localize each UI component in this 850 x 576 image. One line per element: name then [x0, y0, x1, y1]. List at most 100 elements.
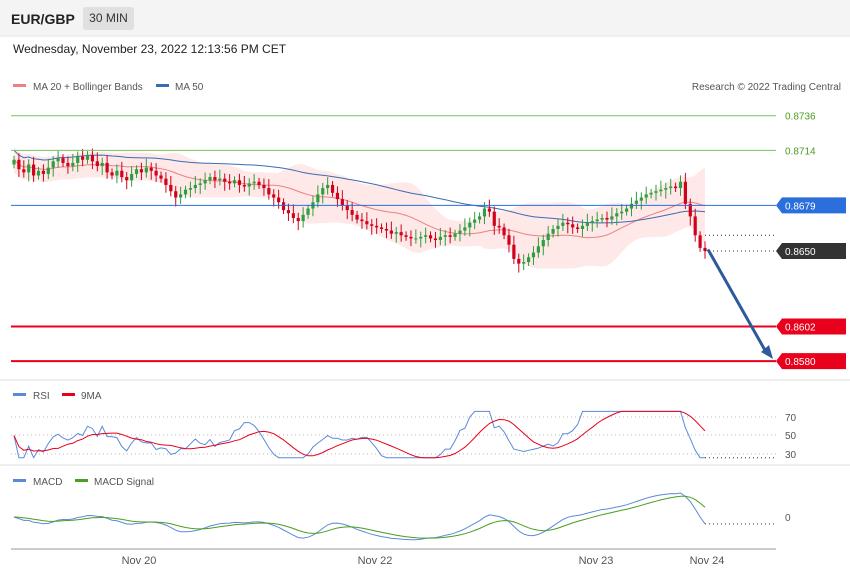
- candle: [370, 224, 374, 226]
- x-tick-nov20: Nov 20: [122, 555, 157, 567]
- candle: [379, 227, 384, 229]
- level-label: 0.8580: [785, 357, 816, 368]
- legend-rsi-swatch: [13, 393, 26, 396]
- bollinger-band: [14, 147, 705, 269]
- candle: [76, 156, 80, 163]
- candle: [174, 191, 178, 198]
- candle: [301, 214, 305, 222]
- projection-arrow-head: [761, 344, 773, 359]
- candle: [595, 219, 599, 222]
- candle: [61, 158, 65, 163]
- candle: [272, 194, 276, 198]
- candle: [517, 258, 521, 264]
- candle: [252, 181, 256, 184]
- level-label: 0.8714: [785, 146, 816, 157]
- candle: [213, 177, 217, 181]
- candle: [448, 235, 452, 237]
- candle: [115, 170, 119, 176]
- candle: [453, 233, 457, 237]
- candle: [12, 159, 16, 165]
- level-label: 0.8602: [785, 323, 816, 334]
- candle: [27, 164, 31, 173]
- rsi-tick-70: 70: [785, 413, 797, 424]
- candle: [17, 159, 21, 170]
- candle: [703, 247, 707, 252]
- candle: [71, 162, 75, 167]
- candle: [95, 161, 99, 167]
- candle: [654, 191, 658, 193]
- candle: [179, 194, 183, 198]
- candle: [585, 222, 589, 226]
- candle: [330, 184, 335, 193]
- candle: [659, 189, 663, 192]
- candle: [335, 192, 340, 200]
- legend-signal-label: MACD Signal: [94, 477, 154, 488]
- candle: [629, 203, 634, 209]
- symbol-label: EUR/GBP: [11, 11, 75, 27]
- candle: [345, 205, 349, 211]
- level-tag: [776, 353, 846, 370]
- ma20-line: [13, 159, 706, 239]
- candle: [360, 219, 364, 222]
- candle: [81, 156, 85, 160]
- candle: [575, 227, 580, 229]
- candle: [428, 235, 433, 239]
- x-tick-nov24: Nov 24: [690, 555, 725, 567]
- candle: [620, 211, 624, 214]
- candle: [232, 180, 237, 184]
- candle: [281, 202, 286, 211]
- candle: [477, 216, 482, 220]
- candle: [22, 169, 26, 173]
- candle: [561, 222, 565, 226]
- candle: [144, 167, 148, 173]
- legend-ma20-swatch: [13, 84, 26, 87]
- candle: [551, 228, 555, 234]
- candle: [688, 203, 692, 217]
- timeframe-button[interactable]: 30 MIN: [83, 7, 134, 30]
- level-label: 0.8679: [785, 201, 816, 212]
- candle: [154, 170, 158, 176]
- candle: [365, 221, 369, 225]
- candle: [492, 211, 496, 226]
- candle: [164, 178, 168, 185]
- candle: [51, 161, 55, 168]
- candle: [169, 184, 173, 192]
- x-tick-nov22: Nov 22: [358, 555, 393, 567]
- candle: [134, 169, 139, 174]
- candle: [624, 208, 629, 212]
- candle: [183, 189, 188, 195]
- ma50-line: [13, 149, 706, 224]
- rsi-tick-30: 30: [785, 450, 797, 461]
- candle: [340, 199, 344, 206]
- candle: [497, 225, 501, 228]
- candle: [218, 178, 222, 181]
- macd-tick-0: 0: [785, 513, 791, 524]
- candle: [350, 210, 354, 215]
- candle: [556, 225, 560, 229]
- candle: [473, 219, 477, 223]
- candle: [669, 186, 673, 189]
- candle: [277, 197, 281, 203]
- candle: [526, 257, 531, 263]
- candle: [105, 162, 109, 173]
- candle: [404, 235, 408, 237]
- legend-rsi-ma-swatch: [62, 393, 75, 396]
- candle: [375, 225, 379, 228]
- candle: [531, 252, 536, 258]
- candle: [85, 155, 90, 160]
- header-bar: EUR/GBP 30 MIN: [0, 0, 850, 36]
- legend-ma50-label: MA 50: [175, 82, 204, 93]
- candle: [66, 162, 70, 167]
- candle: [262, 184, 266, 189]
- candle: [683, 181, 687, 204]
- rsi-tick-50: 50: [785, 431, 797, 442]
- candle: [615, 213, 619, 217]
- projection-arrow: [706, 248, 768, 353]
- level-label: 0.8650: [785, 247, 816, 258]
- candle: [286, 210, 291, 214]
- candle: [291, 213, 295, 218]
- level-tag: [776, 243, 846, 260]
- candle: [257, 181, 261, 185]
- macd-line: [13, 492, 706, 541]
